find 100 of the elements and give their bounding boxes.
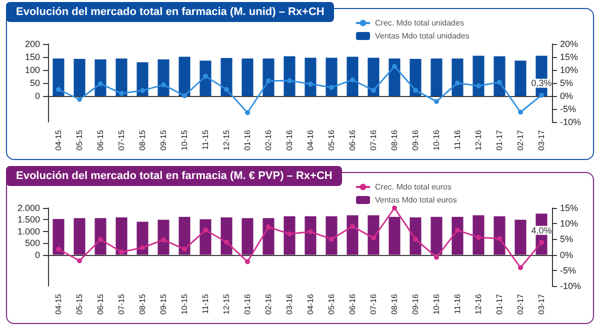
bar (74, 218, 86, 255)
bar (178, 216, 190, 255)
point (56, 246, 61, 252)
bar (388, 58, 400, 96)
data-label: 4,0% (531, 225, 552, 236)
x-tick-label: 10-15 (180, 129, 189, 150)
point (434, 98, 439, 104)
x-tick-label: 07-16 (369, 129, 378, 150)
point (455, 80, 460, 86)
x-tick-label: 09-15 (159, 293, 168, 314)
x-tick-label: 10-16 (432, 129, 441, 150)
point (350, 224, 355, 229)
x-tick-label: 03-17 (537, 129, 546, 150)
x-tick-label: 02-16 (264, 293, 273, 314)
y2-tick-label: -10% (560, 281, 582, 291)
bar (262, 218, 274, 255)
point (371, 235, 376, 240)
bar (410, 217, 422, 255)
y2-tick-label: 20% (560, 39, 578, 49)
x-tick-label: 04-15 (54, 129, 63, 150)
bar (452, 216, 464, 255)
x-tick-label: 06-15 (96, 293, 105, 314)
y-tick-label: 50 (30, 78, 40, 88)
point (266, 78, 271, 84)
x-tick-label: 04-16 (306, 293, 315, 314)
y2-tick-label: 10% (560, 65, 578, 75)
legend-label: Crec. Mdo total unidades (375, 18, 464, 28)
point (476, 234, 481, 240)
x-tick-label: 11-16 (453, 129, 462, 150)
y-tick-label: 150 (24, 52, 40, 62)
y-tick-label: 2.000 (17, 203, 40, 213)
point (224, 240, 229, 245)
chart-title: Evolución del mercado total en farmacia (M. unid) – Rx+CH (6, 2, 334, 22)
bar (346, 215, 358, 255)
point (392, 206, 397, 210)
bar (494, 216, 506, 255)
bar (388, 216, 400, 255)
point (392, 64, 397, 69)
x-tick-label: 11-16 (453, 293, 462, 314)
bar (116, 217, 128, 255)
bar (514, 60, 526, 96)
x-tick-label: 08-15 (138, 293, 147, 314)
point (182, 93, 187, 98)
point (476, 83, 481, 88)
point (287, 231, 292, 236)
x-tick-label: 07-15 (117, 293, 126, 314)
x-tick-label: 03-17 (537, 293, 546, 314)
y2-tick-label: 5% (560, 78, 574, 88)
point (350, 77, 355, 82)
bar (326, 58, 338, 96)
bar (472, 56, 484, 96)
point (539, 92, 544, 98)
point (119, 249, 124, 254)
point (77, 96, 82, 102)
x-tick-label: 01-17 (495, 293, 504, 314)
bar (262, 58, 274, 96)
y2-tick-label: -5% (560, 104, 576, 114)
x-tick-label: 09-15 (159, 129, 168, 150)
x-tick-label: 08-15 (138, 129, 147, 150)
y2-tick-label: 15% (560, 203, 578, 213)
point (518, 265, 523, 270)
bar (74, 58, 86, 96)
x-tick-label: 03-16 (285, 293, 294, 314)
point (413, 236, 418, 242)
y-tick-label: 500 (24, 238, 40, 248)
bar (346, 56, 358, 96)
point (329, 84, 334, 90)
x-tick-label: 05-15 (75, 293, 84, 314)
point (140, 88, 145, 94)
legend-label: Ventas Mdo total unidades (375, 32, 470, 40)
bar (158, 220, 170, 255)
bar (200, 60, 212, 96)
bar (220, 58, 232, 96)
point (161, 237, 166, 242)
bar (136, 62, 148, 96)
y2-tick-label: 0% (560, 91, 574, 101)
bar (326, 216, 338, 255)
x-tick-label: 06-15 (96, 129, 105, 150)
point (245, 259, 250, 264)
bar (494, 56, 506, 96)
point (266, 224, 271, 230)
point (497, 236, 502, 242)
point (203, 74, 208, 79)
x-tick-label: 11-15 (201, 293, 210, 314)
y2-tick-label: 5% (560, 234, 574, 244)
x-tick-label: 05-16 (327, 129, 336, 150)
point (329, 236, 334, 242)
x-tick-label: 05-15 (75, 129, 84, 150)
bar (514, 220, 526, 255)
x-tick-label: 07-16 (369, 293, 378, 314)
point (56, 87, 61, 92)
x-tick-label: 12-15 (222, 293, 231, 314)
bar (284, 216, 296, 255)
y2-tick-label: 10% (560, 218, 578, 229)
bar (158, 59, 170, 96)
point (434, 254, 439, 260)
y-tick-label: 100 (24, 65, 40, 75)
bar (52, 58, 64, 96)
x-tick-label: 08-16 (390, 293, 399, 314)
x-tick-label: 02-16 (264, 129, 273, 150)
